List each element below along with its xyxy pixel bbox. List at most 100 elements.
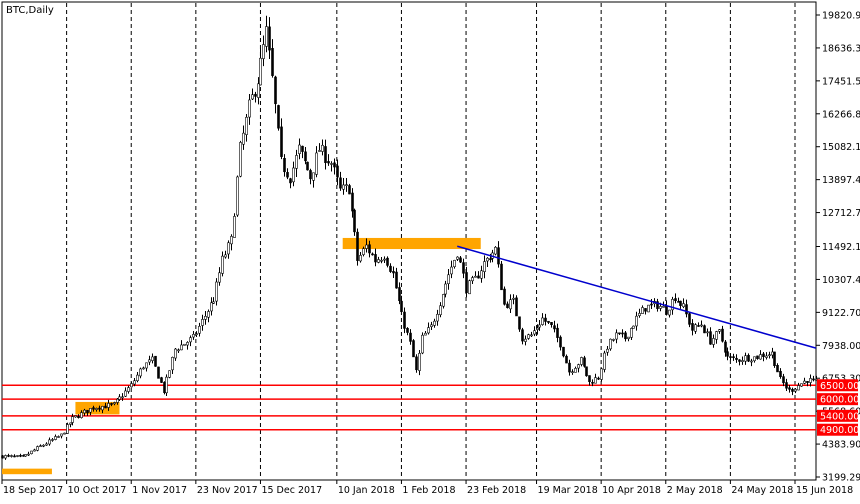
- candle-body: [224, 254, 227, 258]
- candle-body: [409, 332, 412, 342]
- plot-frame: [1, 1, 817, 481]
- candle-body: [371, 253, 374, 256]
- candle-body: [497, 247, 500, 265]
- candle-body: [265, 26, 268, 47]
- candle-body: [54, 436, 57, 440]
- candle-body: [580, 357, 583, 365]
- candle-body: [788, 387, 791, 390]
- candle-body: [251, 94, 254, 100]
- candle-body: [644, 308, 647, 312]
- y-tick-label: 10307.40: [822, 275, 860, 286]
- x-tick-label: 10 Oct 2017: [68, 485, 127, 496]
- candle-body: [738, 359, 741, 362]
- candle-body: [221, 255, 224, 274]
- candle-body: [641, 307, 644, 314]
- candle-body: [489, 258, 492, 261]
- candle-body: [165, 376, 168, 394]
- candle-body: [450, 266, 453, 275]
- candle-body: [142, 367, 145, 370]
- candle-body: [80, 412, 83, 418]
- candle-body: [668, 309, 671, 316]
- candle-body: [174, 348, 177, 359]
- candle-body: [315, 152, 318, 175]
- candle-body: [359, 255, 362, 262]
- candle-body: [474, 275, 477, 278]
- chart-title: BTC,Daily: [6, 5, 54, 16]
- candle-body: [559, 336, 562, 348]
- candle-body: [506, 303, 509, 309]
- candle-body: [682, 303, 685, 308]
- candle-body: [477, 275, 480, 279]
- candle-body: [679, 300, 682, 306]
- candle-body: [521, 329, 524, 342]
- candle-body: [16, 455, 19, 457]
- candle-body: [186, 342, 189, 346]
- candle-body: [233, 216, 236, 238]
- candle-body: [339, 177, 342, 189]
- candle-body: [292, 167, 295, 183]
- y-tick-label: 11492.10: [822, 242, 860, 253]
- highlight-zone: [2, 468, 52, 475]
- candle-body: [380, 259, 383, 262]
- candle-body: [212, 301, 215, 304]
- candle-body: [556, 327, 559, 338]
- candle-body: [45, 443, 48, 446]
- candle-body: [562, 346, 565, 357]
- candle-body: [345, 184, 348, 186]
- x-tick-label: 18 Sep 2017: [3, 485, 63, 496]
- candle-body: [503, 288, 506, 305]
- candle-body: [330, 163, 333, 165]
- candle-body: [688, 313, 691, 325]
- candle-body: [480, 270, 483, 279]
- candle-body: [718, 329, 721, 332]
- candle-body: [483, 261, 486, 272]
- y-tick-label: 3199.29: [822, 473, 860, 484]
- candle-body: [69, 422, 72, 425]
- trendline-group: [457, 245, 817, 349]
- candle-body: [207, 311, 210, 318]
- candle-body: [494, 246, 497, 255]
- candle-body: [638, 313, 641, 316]
- candle-body: [298, 144, 301, 154]
- candle-body: [227, 242, 230, 255]
- x-tick-label: 15 Dec 2017: [261, 485, 322, 496]
- candle-body: [92, 407, 95, 410]
- candle-body: [333, 162, 336, 168]
- candle-body: [86, 409, 89, 414]
- candle-body: [127, 387, 130, 392]
- candle-body: [444, 283, 447, 295]
- candle-body: [439, 305, 442, 316]
- candle-body: [95, 408, 98, 410]
- candle-body: [412, 340, 415, 358]
- candle-body: [606, 348, 609, 353]
- x-tick-label: 10 Jan 2018: [338, 485, 395, 496]
- y-tick-label: 9122.70: [822, 308, 860, 319]
- candle-body: [318, 150, 321, 152]
- candle-body: [791, 388, 794, 392]
- candle-body: [691, 323, 694, 331]
- candle-body: [116, 398, 119, 403]
- candle-body: [706, 331, 709, 334]
- candle-body: [189, 337, 192, 343]
- candle-body: [268, 26, 271, 51]
- y-tick-label: 19820.90: [822, 11, 860, 22]
- candle-body: [694, 324, 697, 332]
- candle-body: [650, 303, 653, 306]
- candle-body: [48, 439, 51, 445]
- candle-body: [63, 432, 66, 435]
- candle-body: [171, 357, 174, 371]
- candle-body: [154, 355, 157, 367]
- y-tick-label: 18636.30: [822, 43, 860, 54]
- level-price-label: 6500.00: [820, 381, 859, 392]
- candle-body: [553, 325, 556, 330]
- x-axis: 18 Sep 2017 10 Oct 2017 1 Nov 2017 23 Nov 2…: [1, 480, 853, 496]
- candle-body: [386, 257, 389, 266]
- candle-body: [812, 378, 815, 381]
- candle-body: [585, 366, 588, 377]
- candle-body: [27, 453, 30, 456]
- candle-body: [286, 172, 289, 178]
- candle-body: [662, 306, 665, 308]
- candle-body: [327, 161, 330, 164]
- candle-body: [577, 364, 580, 369]
